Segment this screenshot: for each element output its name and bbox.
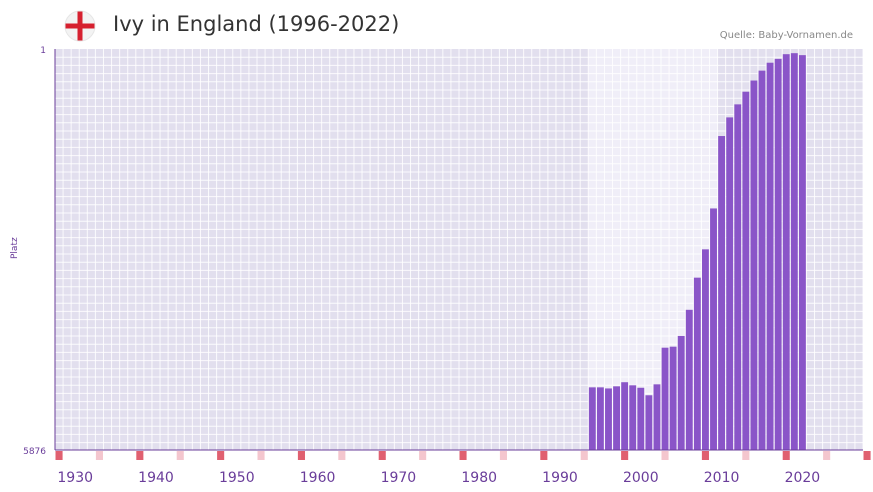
bar-2017 <box>774 58 782 450</box>
bar-2009 <box>710 208 717 450</box>
year-marker-1963 <box>338 451 346 460</box>
bar-2016 <box>766 62 774 450</box>
year-marker-2028 <box>863 451 871 460</box>
year-marker-1933 <box>95 451 103 460</box>
bar-1996 <box>605 388 612 450</box>
bar-2005 <box>677 335 685 450</box>
chart-title: Ivy in England (1996-2022) <box>113 12 400 36</box>
bar-1995 <box>596 387 604 450</box>
year-marker-2018 <box>782 451 790 460</box>
bar-2006 <box>685 309 693 450</box>
year-marker-1968 <box>378 451 386 460</box>
tick-labels: 1 5876 1930 1940 1950 1960 1970 1980 1990 2000 201… <box>23 46 820 486</box>
bar-2012 <box>734 104 742 450</box>
year-marker-1998 <box>621 451 629 460</box>
x-tick-label-1940: 1940 <box>138 470 174 486</box>
year-marker-1953 <box>257 451 265 460</box>
x-tick-label-1990: 1990 <box>542 470 578 486</box>
year-marker-1988 <box>540 451 548 460</box>
bar-2002 <box>653 384 661 450</box>
x-tick-label-1980: 1980 <box>461 470 497 486</box>
year-marker-1928 <box>55 451 63 460</box>
bar-1998 <box>621 382 629 450</box>
year-markers <box>55 451 871 460</box>
bar-series <box>588 53 806 451</box>
year-marker-1938 <box>136 451 144 460</box>
bar-2014 <box>750 80 758 450</box>
year-marker-1973 <box>419 451 427 460</box>
bar-2001 <box>645 395 653 450</box>
bar-2007 <box>693 277 701 450</box>
x-tick-label-2000: 2000 <box>623 470 659 486</box>
year-marker-2023 <box>823 451 831 460</box>
bar-2019 <box>790 53 798 450</box>
bar-1999 <box>629 385 637 450</box>
bar-2013 <box>742 91 750 450</box>
bar-2008 <box>702 249 709 450</box>
bar-2011 <box>726 117 734 450</box>
x-tick-label-1970: 1970 <box>381 470 417 486</box>
bar-2000 <box>637 387 645 450</box>
year-marker-1948 <box>217 451 225 460</box>
england-flag-icon <box>64 10 96 42</box>
year-marker-1943 <box>176 451 184 460</box>
source-credit: Quelle: Baby-Vornamen.de <box>719 30 853 41</box>
bar-2015 <box>758 70 766 450</box>
bar-1997 <box>613 386 620 450</box>
year-marker-1993 <box>580 451 588 460</box>
bar-2010 <box>718 136 726 451</box>
axes <box>54 49 863 451</box>
bar-1994 <box>588 387 596 450</box>
x-tick-label-1960: 1960 <box>300 470 336 486</box>
year-marker-2003 <box>661 451 669 460</box>
bar-2003 <box>661 347 669 450</box>
year-marker-1978 <box>459 451 467 460</box>
y-tick-label-bottom: 5876 <box>23 447 46 457</box>
year-marker-1958 <box>297 451 305 460</box>
x-tick-label-1930: 1930 <box>57 470 93 486</box>
x-tick-label-2020: 2020 <box>785 470 821 486</box>
y-tick-label-top: 1 <box>40 46 46 56</box>
year-marker-2013 <box>742 451 750 460</box>
bar-2018 <box>782 54 790 450</box>
bar-2020 <box>798 55 806 451</box>
year-marker-2008 <box>701 451 709 460</box>
x-tick-label-1950: 1950 <box>219 470 255 486</box>
plot-grid <box>54 49 864 450</box>
year-marker-1983 <box>499 451 507 460</box>
bar-2004 <box>669 346 677 450</box>
x-tick-label-2010: 2010 <box>704 470 740 486</box>
